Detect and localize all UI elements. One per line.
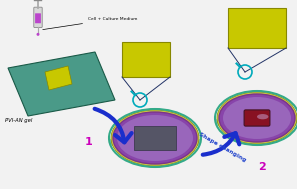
Ellipse shape — [223, 97, 291, 139]
Polygon shape — [8, 52, 115, 116]
Polygon shape — [45, 66, 72, 90]
FancyBboxPatch shape — [122, 42, 170, 77]
Ellipse shape — [111, 110, 199, 166]
Text: Cell + Culture Medium: Cell + Culture Medium — [43, 17, 138, 30]
Text: 2: 2 — [258, 162, 266, 172]
Ellipse shape — [113, 112, 197, 164]
Text: PVI-AN gel: PVI-AN gel — [5, 118, 32, 123]
Ellipse shape — [257, 114, 268, 119]
FancyBboxPatch shape — [228, 8, 286, 48]
Ellipse shape — [219, 94, 295, 142]
FancyBboxPatch shape — [244, 110, 270, 126]
FancyBboxPatch shape — [34, 7, 42, 28]
Ellipse shape — [215, 112, 297, 131]
Text: 1: 1 — [85, 137, 93, 147]
Ellipse shape — [37, 33, 40, 36]
Ellipse shape — [117, 115, 193, 161]
Ellipse shape — [109, 132, 201, 152]
FancyBboxPatch shape — [134, 126, 176, 150]
Ellipse shape — [217, 92, 297, 144]
FancyArrowPatch shape — [95, 109, 132, 142]
Text: Shape changing: Shape changing — [198, 132, 247, 163]
FancyArrowPatch shape — [203, 133, 239, 155]
FancyBboxPatch shape — [35, 13, 41, 23]
